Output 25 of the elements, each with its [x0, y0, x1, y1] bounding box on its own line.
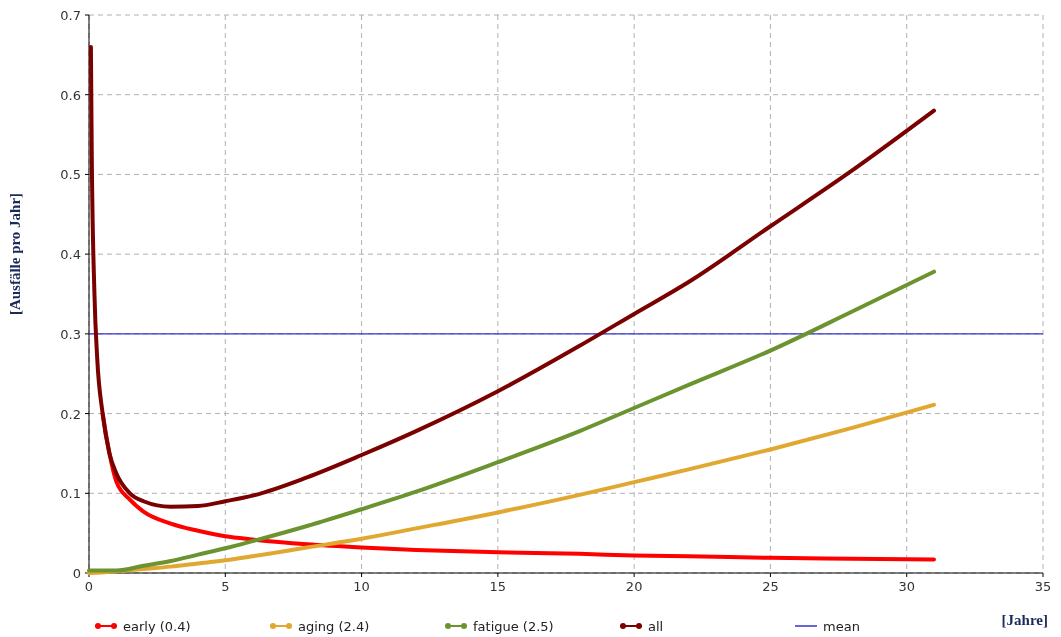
legend-label: all — [648, 619, 664, 634]
y-tick-label: 0.6 — [60, 87, 81, 103]
y-axis-title: [Ausfälle pro Jahr] — [7, 192, 23, 316]
x-tick-label: 25 — [762, 579, 779, 594]
x-tick-label: 35 — [1034, 579, 1052, 594]
x-tick-label: 20 — [625, 579, 643, 594]
x-axis-title: [Jahre] — [1001, 612, 1048, 628]
line-series — [88, 44, 936, 509]
legend-label: aging (2.4) — [298, 619, 370, 634]
x-tick-label: 30 — [898, 579, 915, 594]
x-tick-label: 10 — [353, 579, 370, 594]
y-tick-label: 0.1 — [60, 486, 81, 502]
y-tick-label: 0.7 — [60, 8, 81, 23]
y-tick-label: 0.4 — [60, 247, 81, 263]
x-tick-label: 0 — [84, 579, 94, 594]
x-tick-label: 5 — [221, 579, 230, 594]
y-tick-label: 0.5 — [60, 167, 81, 183]
legend-label: early (0.4) — [123, 619, 191, 634]
y-tick-label: 0.3 — [60, 326, 81, 342]
legend-label: mean — [823, 619, 860, 634]
x-tick-label: 15 — [489, 579, 507, 594]
line-series — [87, 269, 936, 573]
y-tick-label: 0 — [72, 566, 81, 581]
legend-label: fatigue (2.5) — [473, 619, 554, 634]
y-tick-label: 0.2 — [60, 406, 81, 422]
